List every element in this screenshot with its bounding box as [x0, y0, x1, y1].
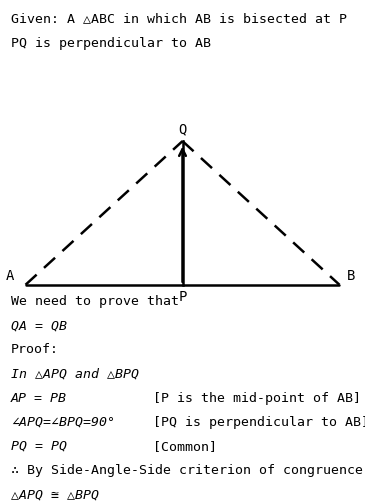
Text: Given: A △ABC in which AB is bisected at P: Given: A △ABC in which AB is bisected at…: [11, 13, 347, 26]
Text: ∠APQ=∠BPQ=90°: ∠APQ=∠BPQ=90°: [11, 416, 115, 429]
Text: QA = QB: QA = QB: [11, 319, 67, 332]
Text: P: P: [178, 290, 187, 304]
Text: [PQ is perpendicular to AB]: [PQ is perpendicular to AB]: [153, 416, 365, 429]
Text: AP = PB: AP = PB: [11, 392, 67, 405]
Text: B: B: [347, 269, 355, 283]
Text: A: A: [6, 269, 15, 283]
Text: In △APQ and △BPQ: In △APQ and △BPQ: [11, 367, 139, 381]
Text: PQ is perpendicular to AB: PQ is perpendicular to AB: [11, 37, 211, 50]
Text: PQ = PQ: PQ = PQ: [11, 440, 67, 453]
Text: ∴ By Side-Angle-Side criterion of congruence,: ∴ By Side-Angle-Side criterion of congru…: [11, 464, 365, 477]
Text: We need to prove that: We need to prove that: [11, 295, 179, 308]
Text: Q: Q: [178, 122, 187, 136]
Text: △APQ ≅ △BPQ: △APQ ≅ △BPQ: [11, 488, 99, 501]
Text: [P is the mid-point of AB]: [P is the mid-point of AB]: [153, 392, 361, 405]
Text: Proof:: Proof:: [11, 343, 59, 356]
Text: [Common]: [Common]: [153, 440, 217, 453]
